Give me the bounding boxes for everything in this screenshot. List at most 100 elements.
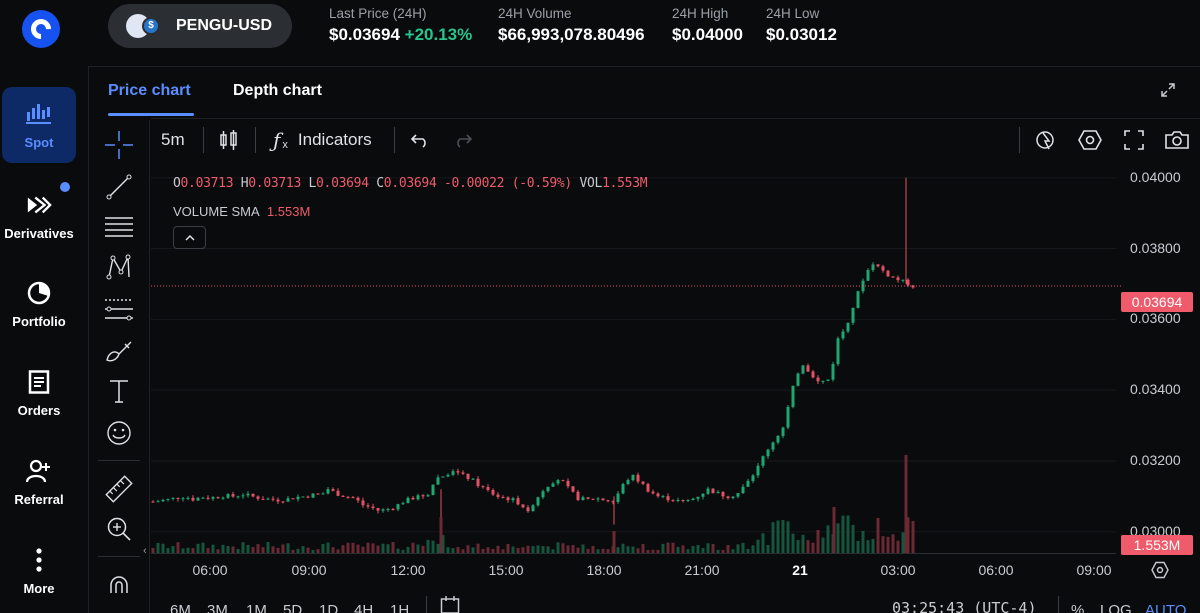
volume-bar <box>606 549 610 553</box>
candle-body <box>801 365 805 374</box>
nav-item-orders[interactable]: Orders <box>0 355 78 431</box>
fullscreen-icon[interactable] <box>1124 120 1144 160</box>
axis-settings-icon[interactable] <box>1151 561 1169 579</box>
candle-body <box>441 476 445 478</box>
range-1m-button[interactable]: 1M <box>246 602 267 613</box>
volume-bar <box>871 538 875 553</box>
replay-icon[interactable] <box>1035 120 1057 160</box>
magnet-icon[interactable] <box>104 568 134 598</box>
range-6m-button[interactable]: 6M <box>170 602 191 613</box>
nav-item-derivatives[interactable]: Derivatives <box>0 178 78 254</box>
percent-scale-button[interactable]: % <box>1071 602 1085 613</box>
candle-body <box>261 498 265 500</box>
volume-bar <box>226 546 230 553</box>
left-nav: Spot Derivatives Portfolio Orders Referr… <box>0 0 78 613</box>
candle-body <box>566 480 570 487</box>
tab-price-chart[interactable]: Price chart <box>108 82 191 99</box>
volume-bar <box>176 542 180 553</box>
crosshair-icon[interactable] <box>104 130 134 160</box>
candle-body <box>391 508 395 510</box>
fib-icon[interactable] <box>104 294 134 324</box>
range-5d-button[interactable]: 5D <box>283 602 303 613</box>
volume-bar <box>796 540 800 553</box>
range-1d-button[interactable]: 1D <box>319 602 339 613</box>
horizontal-lines-icon[interactable] <box>104 212 134 242</box>
volume-bar <box>731 549 735 553</box>
nav-label: Spot <box>24 134 54 150</box>
price-tick-label: 0.03200 <box>1130 451 1181 468</box>
volume-bar <box>612 531 616 553</box>
candle-body <box>251 493 255 497</box>
range-4h-button[interactable]: 4H <box>354 602 374 613</box>
volume-bar <box>791 533 795 553</box>
volume-bar <box>641 543 645 553</box>
candle-body <box>336 490 340 496</box>
document-icon <box>26 369 52 395</box>
camera-icon[interactable] <box>1164 120 1190 160</box>
timezone-clock[interactable]: 03:25:43 (UTC-4) <box>892 599 1037 613</box>
settings-hex-icon[interactable] <box>1078 120 1102 160</box>
candle-body <box>481 486 485 488</box>
coinbase-logo[interactable] <box>22 10 60 48</box>
candle-body <box>881 266 885 271</box>
candle-body <box>161 499 165 502</box>
nav-item-referral[interactable]: Referral <box>0 444 78 520</box>
tab-depth-chart[interactable]: Depth chart <box>233 82 322 99</box>
nav-item-portfolio[interactable]: Portfolio <box>0 266 78 342</box>
volume-bar <box>426 539 430 553</box>
candle-body <box>341 495 345 497</box>
collapse-legend-button[interactable] <box>173 226 206 249</box>
range-3m-button[interactable]: 3M <box>207 602 228 613</box>
nav-item-more[interactable]: More <box>0 533 78 609</box>
zoom-in-icon[interactable] <box>104 514 134 544</box>
undo-icon[interactable] <box>410 120 430 160</box>
volume-bar <box>866 540 870 553</box>
calendar-icon[interactable] <box>440 596 460 613</box>
ohlc-legend: O0.03713 H0.03713 L0.03694 C0.03694 -0.0… <box>173 176 648 191</box>
volume-bar <box>351 542 355 553</box>
auto-scale-button[interactable]: AUTO <box>1145 602 1187 613</box>
ruler-icon[interactable] <box>104 474 134 504</box>
volume-bar <box>756 539 760 553</box>
volume-bar <box>231 546 235 553</box>
volume-bar <box>901 532 905 553</box>
candle-body <box>211 497 215 499</box>
candle-body <box>231 494 235 497</box>
volume-bar <box>161 543 165 553</box>
volume-bar <box>311 549 315 553</box>
volume-bar <box>486 547 490 553</box>
pattern-icon[interactable] <box>104 252 134 282</box>
candle-body <box>426 495 430 497</box>
price-chart[interactable] <box>151 160 1200 613</box>
text-tool-icon[interactable] <box>104 376 134 406</box>
emoji-icon[interactable] <box>104 418 134 448</box>
volume-bar <box>331 547 335 553</box>
volume-bar <box>501 549 505 553</box>
candle-body <box>676 500 680 502</box>
volume-bar <box>686 549 690 553</box>
volume-bar <box>706 543 710 553</box>
candle-body <box>516 498 520 505</box>
candle-type-icon[interactable] <box>219 120 239 160</box>
candle-body <box>256 496 260 499</box>
range-1h-button[interactable]: 1H <box>390 602 410 613</box>
volume-bar <box>661 543 665 553</box>
candle-body <box>616 493 620 502</box>
volume-bar <box>306 547 310 553</box>
candle-body <box>361 500 365 506</box>
nav-item-spot[interactable]: Spot <box>2 87 76 163</box>
volume-bar <box>721 549 725 553</box>
candle-body <box>716 491 720 494</box>
time-tick-label: 06:00 <box>978 562 1014 578</box>
log-scale-button[interactable]: LOG <box>1100 602 1132 613</box>
pair-selector[interactable]: $ PENGU-USD <box>108 4 292 48</box>
price-tick-label: 0.03000 <box>1130 522 1181 539</box>
interval-selector[interactable]: 5m <box>161 130 185 149</box>
range-separator <box>426 596 427 613</box>
brush-icon[interactable] <box>104 336 134 366</box>
redo-icon[interactable] <box>453 120 473 160</box>
collapse-toolbar-icon[interactable]: ‹ <box>143 545 147 557</box>
trend-line-icon[interactable] <box>104 172 134 202</box>
expand-icon[interactable] <box>1160 82 1176 98</box>
